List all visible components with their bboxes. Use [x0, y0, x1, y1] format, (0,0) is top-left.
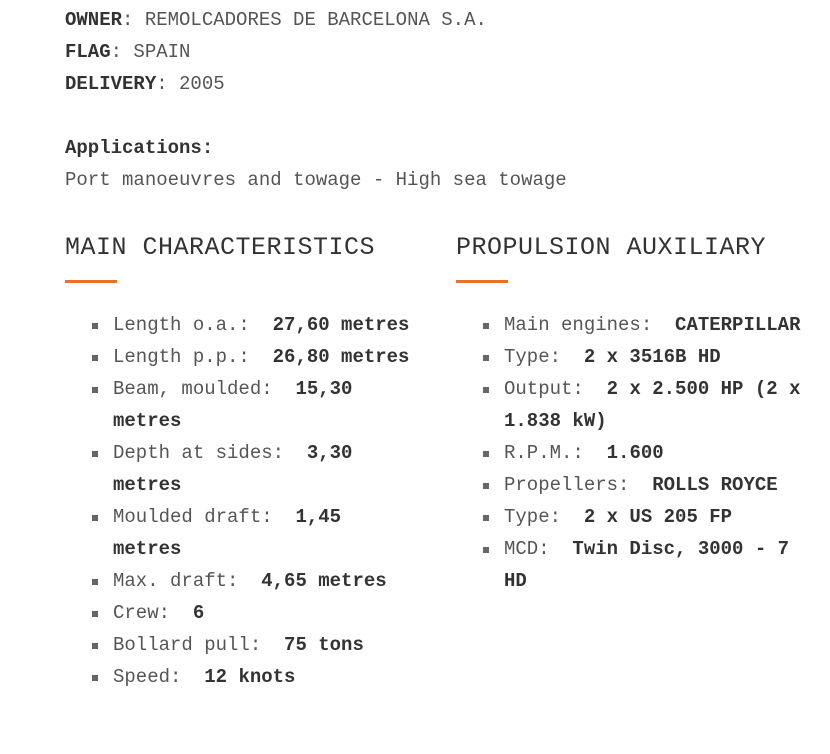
item-value: 2 x US 205 FP [583, 506, 733, 528]
item-label: Type: [504, 346, 562, 368]
delivery-value: 2005 [179, 73, 225, 95]
item-value: 1,45 metres [113, 506, 342, 560]
item-label: Depth at sides: [113, 442, 285, 464]
flag-row: FLAG: SPAIN [65, 41, 191, 63]
list-item: Propellers: ROLLS ROYCE [456, 469, 816, 501]
list-item: Crew: 6 [65, 597, 410, 629]
section-title: PROPULSION AUXILIARY [456, 233, 767, 262]
item-value: 2 x 3516B HD [583, 346, 721, 368]
flag-label: FLAG [65, 41, 111, 63]
item-label: Length o.a.: [113, 314, 250, 336]
list-item: Bollard pull: 75 tons [65, 629, 410, 661]
delivery-label: DELIVERY [65, 73, 157, 95]
owner-row: OWNER: REMOLCADORES DE BARCELONA S.A. [65, 9, 487, 31]
vessel-meta: OWNER: REMOLCADORES DE BARCELONA S.A. FL… [65, 4, 487, 100]
list-item: Type: 2 x US 205 FP [456, 501, 816, 533]
propulsion-auxiliary: PROPULSION AUXILIARY Main engines: CATER… [456, 230, 816, 597]
list-item: Length p.p.: 26,80 metres [65, 341, 410, 373]
applications: Applications: Port manoeuvres and towage… [65, 132, 567, 196]
item-value: 26,80 metres [272, 346, 410, 368]
list-item: Output: 2 x 2.500 HP (2 x 1.838 kW) [456, 373, 816, 437]
list-item: Moulded draft: 1,45 metres [65, 501, 410, 565]
item-label: R.P.M.: [504, 442, 584, 464]
item-value: 1.600 [606, 442, 664, 464]
item-label: Length p.p.: [113, 346, 250, 368]
item-value: 2 x 2.500 HP (2 x 1.838 kW) [504, 378, 801, 432]
item-value: ROLLS ROYCE [652, 474, 778, 496]
item-label: Propellers: [504, 474, 630, 496]
list-item: Depth at sides: 3,30 metres [65, 437, 410, 501]
title-underline [65, 280, 117, 283]
title-underline [456, 280, 508, 283]
flag-value: SPAIN [133, 41, 191, 63]
item-label: Crew: [113, 602, 171, 624]
list-item: Type: 2 x 3516B HD [456, 341, 816, 373]
item-label: Speed: [113, 666, 182, 688]
applications-value: Port manoeuvres and towage - High sea to… [65, 169, 567, 191]
list-item: R.P.M.: 1.600 [456, 437, 816, 469]
item-value: CATERPILLAR [675, 314, 801, 336]
list-item: Max. draft: 4,65 metres [65, 565, 410, 597]
propulsion-list: Main engines: CATERPILLAR Type: 2 x 3516B… [456, 309, 816, 597]
item-value: Twin Disc, 3000 - 7 HD [504, 538, 790, 592]
item-label: Bollard pull: [113, 634, 262, 656]
item-label: Type: [504, 506, 562, 528]
owner-label: OWNER [65, 9, 123, 31]
item-label: Beam, moulded: [113, 378, 273, 400]
item-label: Main engines: [504, 314, 653, 336]
main-characteristics: MAIN CHARACTERISTICS Length o.a.: 27,60 … [65, 230, 410, 693]
item-value: 15,30 metres [113, 378, 353, 432]
main-characteristics-list: Length o.a.: 27,60 metres Length p.p.: 26… [65, 309, 410, 693]
item-value: 27,60 metres [272, 314, 410, 336]
applications-label: Applications: [65, 137, 214, 159]
item-value: 3,30 metres [113, 442, 353, 496]
item-label: Max. draft: [113, 570, 239, 592]
list-item: Beam, moulded: 15,30 metres [65, 373, 410, 437]
item-value: 6 [192, 602, 205, 624]
item-value: 4,65 metres [261, 570, 387, 592]
list-item: Speed: 12 knots [65, 661, 410, 693]
item-value: 75 tons [284, 634, 364, 656]
section-title: MAIN CHARACTERISTICS [65, 233, 376, 262]
item-label: Output: [504, 378, 584, 400]
item-value: 12 knots [204, 666, 296, 688]
delivery-row: DELIVERY: 2005 [65, 73, 225, 95]
list-item: Length o.a.: 27,60 metres [65, 309, 410, 341]
item-label: MCD: [504, 538, 550, 560]
list-item: Main engines: CATERPILLAR [456, 309, 816, 341]
item-label: Moulded draft: [113, 506, 273, 528]
owner-value: REMOLCADORES DE BARCELONA S.A. [144, 9, 487, 31]
list-item: MCD: Twin Disc, 3000 - 7 HD [456, 533, 816, 597]
